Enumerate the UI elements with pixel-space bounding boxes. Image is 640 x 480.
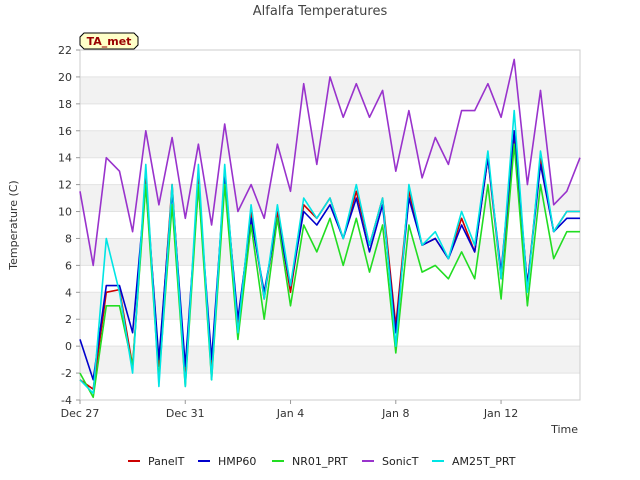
- x-tick-label: Jan 12: [483, 407, 518, 420]
- y-tick-label: -4: [61, 394, 72, 407]
- grid-band: [80, 346, 580, 374]
- legend: PanelT HMP60 NR01_PRT SonicT AM25T_PRT: [128, 455, 516, 468]
- x-tick-label: Dec 31: [166, 407, 205, 420]
- y-tick-label: 10: [58, 206, 72, 219]
- series-lines: [79, 58, 581, 399]
- plot-area-frame: [79, 49, 581, 401]
- grid-band: [80, 130, 580, 158]
- y-tick-label: 8: [65, 232, 72, 245]
- x-tick-label: Jan 4: [276, 407, 304, 420]
- x-tick-label: Jan 8: [381, 407, 409, 420]
- legend-label: AM25T_PRT: [452, 455, 516, 468]
- ta-met-badge: TA_met: [79, 32, 139, 50]
- legend-label: NR01_PRT: [292, 455, 348, 468]
- y-tick-label: -2: [61, 367, 72, 380]
- series-line-am25t-prt: [79, 109, 580, 395]
- y-tick-label: 12: [58, 179, 72, 192]
- x-tick-label: Dec 27: [61, 407, 100, 420]
- y-tick-label: 22: [58, 44, 72, 57]
- y-tick-label: 16: [58, 125, 72, 138]
- y-tick-label: 0: [65, 340, 72, 353]
- y-tick-label: 14: [58, 152, 72, 165]
- y-tick-label: 4: [65, 286, 72, 299]
- y-tick-label: 6: [65, 259, 72, 272]
- x-axis-title: Time: [550, 423, 578, 436]
- badge-box: [79, 32, 139, 50]
- series-line-sonict: [79, 58, 581, 267]
- y-axis-title: Temperature (C): [7, 180, 20, 270]
- legend-label: PanelT: [148, 455, 185, 468]
- y-axis: -4 -2 0 2 4 6 8 10 12 14 16 18 20 22: [58, 44, 80, 407]
- legend-label: HMP60: [218, 455, 256, 468]
- x-axis: Dec 27 Dec 31 Jan 4 Jan 8 Jan 12: [61, 400, 518, 420]
- grid-bands: [80, 76, 580, 374]
- badge-label: TA_met: [87, 35, 132, 48]
- y-tick-label: 20: [58, 71, 72, 84]
- legend-label: SonicT: [382, 455, 419, 468]
- y-tick-label: 2: [65, 313, 72, 326]
- y-tick-label: 18: [58, 98, 72, 111]
- chart-title: Alfalfa Temperatures: [253, 4, 388, 19]
